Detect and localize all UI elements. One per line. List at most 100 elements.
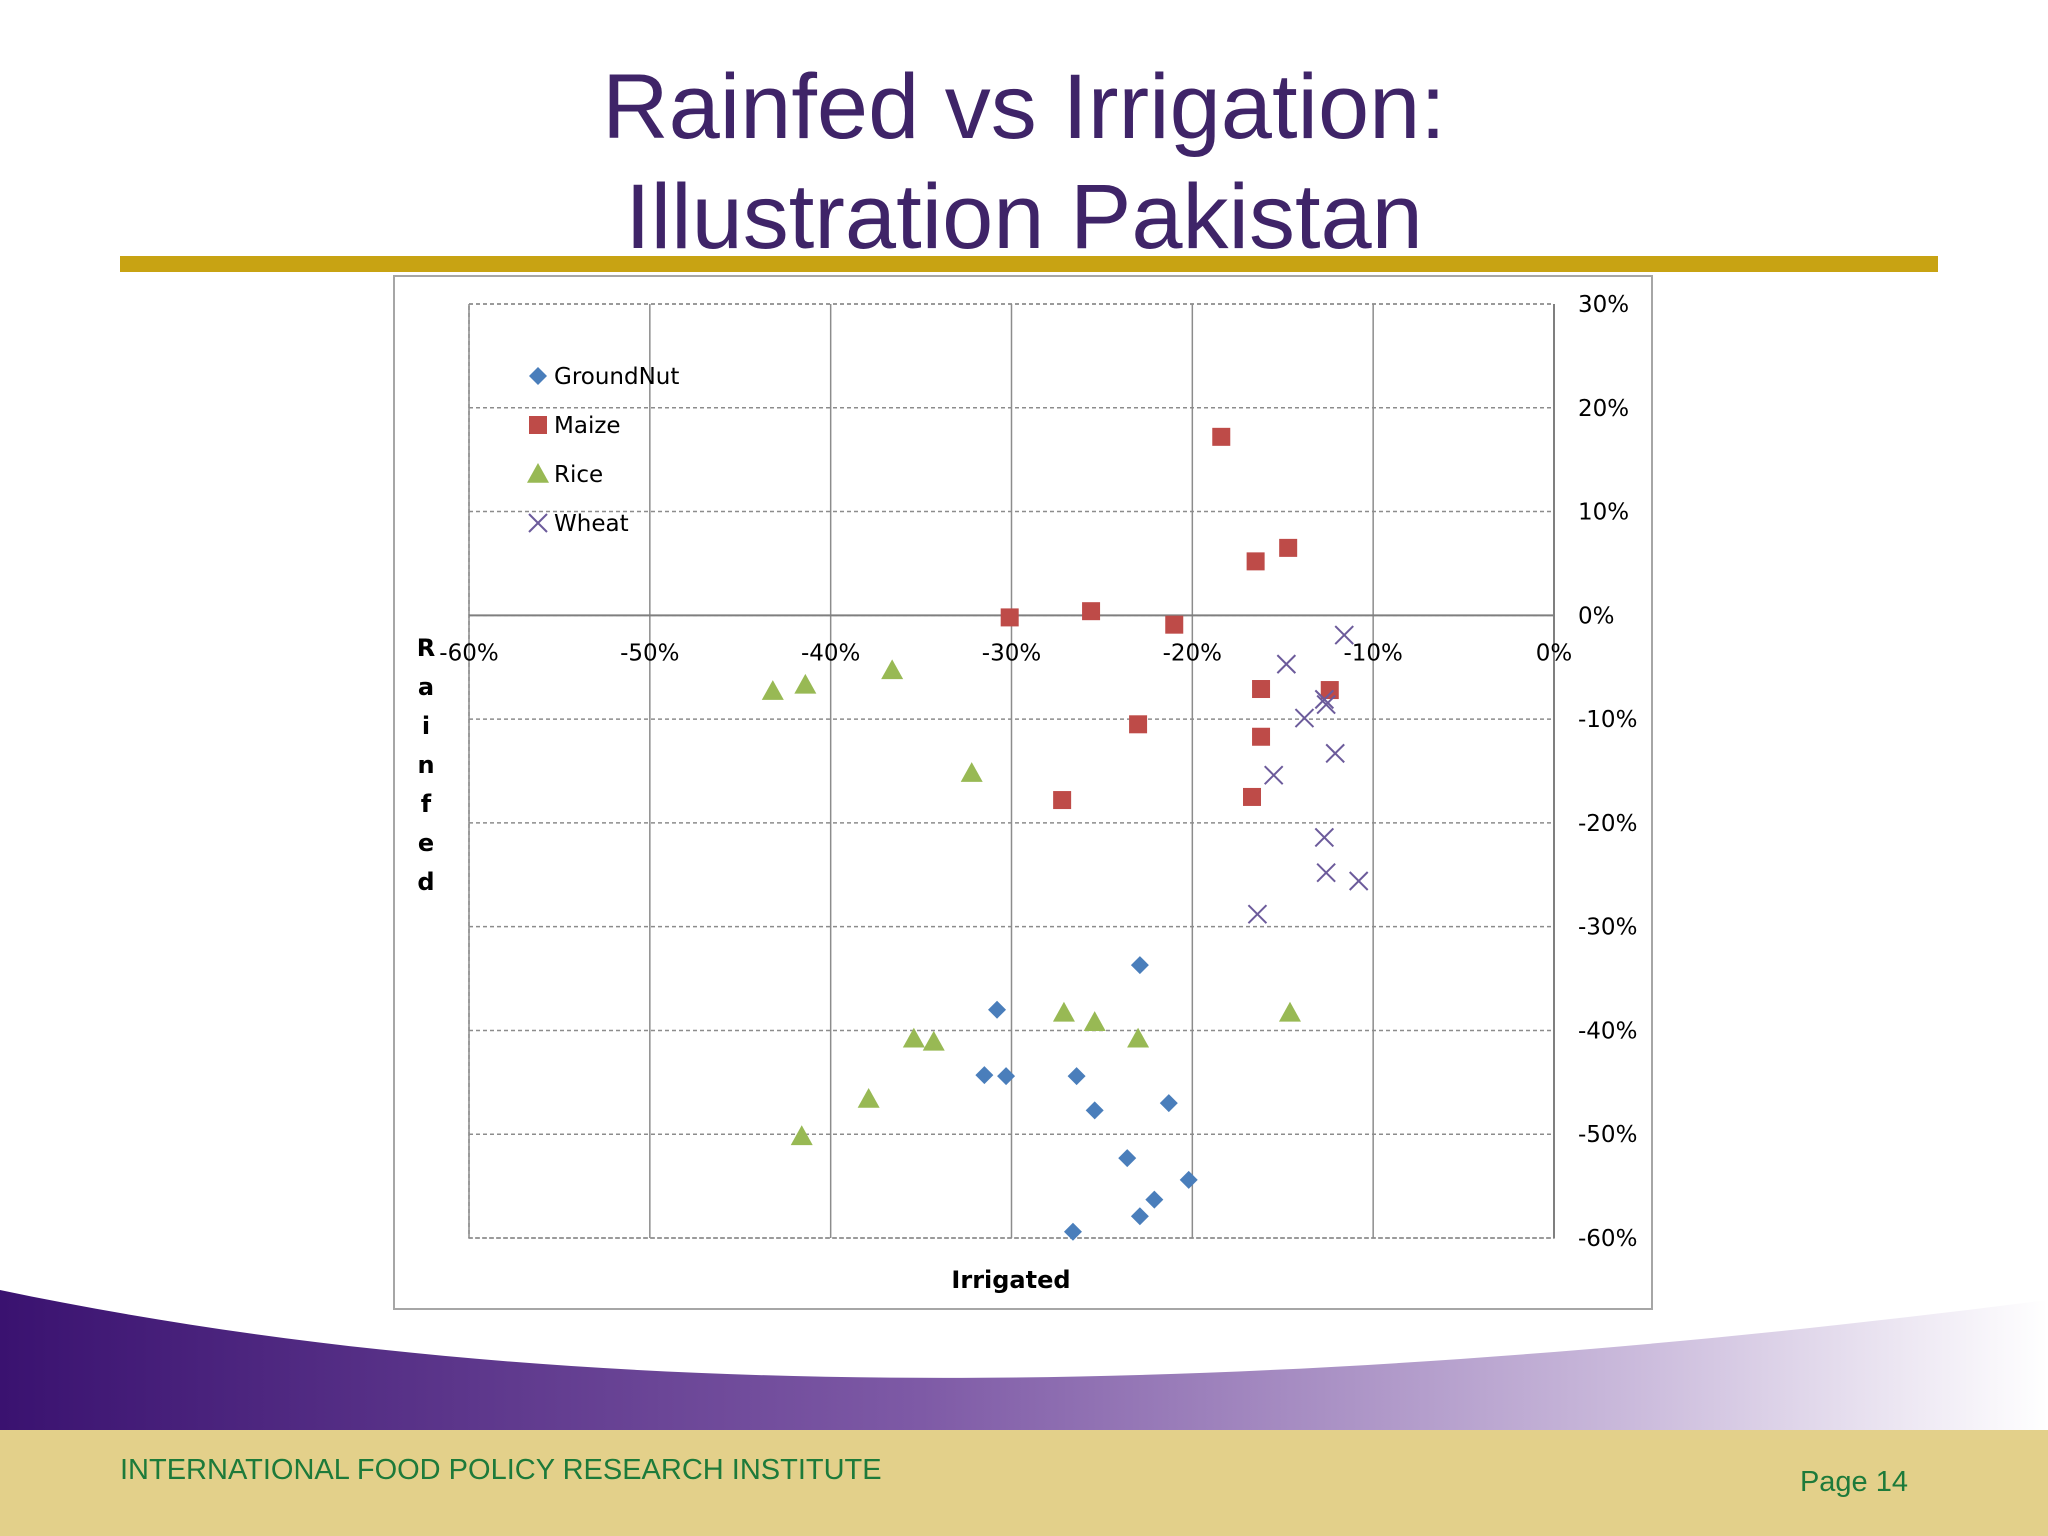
rice-point — [902, 1027, 925, 1048]
x-tick-label: -10% — [1343, 640, 1402, 666]
maize-point — [1252, 727, 1271, 746]
y-tick-label: -40% — [1578, 1018, 1637, 1044]
x-tick-label: -60% — [439, 640, 498, 666]
x-marker-stroke — [528, 513, 548, 533]
maize-point — [1000, 608, 1019, 627]
chart-frame — [393, 275, 1653, 1310]
y-axis-title-letter: e — [418, 829, 434, 857]
y-tick-label: -20% — [1578, 811, 1637, 837]
y-tick-label: -60% — [1578, 1226, 1637, 1252]
x-marker-stroke — [1348, 871, 1369, 891]
y-tick-label: 0% — [1578, 603, 1615, 629]
axis-labels: Irrigated R a i n f e d — [417, 634, 1071, 1294]
rice-point — [761, 680, 784, 700]
rice-point — [790, 1125, 813, 1146]
slide-title: Rainfed vs Irrigation: Illustration Paki… — [0, 52, 2048, 272]
wheat-point — [1348, 871, 1369, 891]
wheat-point — [1247, 904, 1268, 924]
maize-point — [1246, 552, 1265, 571]
y-tick-label: -30% — [1578, 915, 1637, 941]
x-marker-stroke — [1314, 689, 1335, 710]
wheat-point — [1314, 827, 1335, 848]
x-marker-stroke — [1264, 765, 1284, 785]
slide-title-line-2: Illustration Pakistan — [625, 166, 1423, 268]
groundnut-point — [988, 1000, 1007, 1019]
x-marker-stroke — [1276, 654, 1297, 674]
wheat-point — [1316, 862, 1336, 883]
legend-item-wheat: Wheat — [528, 511, 629, 537]
rice-point — [1278, 1001, 1301, 1022]
legend-marker-rice — [527, 463, 549, 483]
groundnut-point — [997, 1067, 1016, 1086]
legend-label-rice: Rice — [554, 462, 603, 488]
x-tick-label: 0% — [1536, 640, 1573, 666]
rice-point — [1052, 1001, 1075, 1022]
slide-title-line-1: Rainfed vs Irrigation: — [602, 56, 1446, 158]
y-axis-title-letter: d — [417, 868, 434, 896]
footer-organization: INTERNATIONAL FOOD POLICY RESEARCH INSTI… — [120, 1454, 882, 1486]
legend-label-wheat: Wheat — [554, 511, 629, 537]
groundnut-point — [1130, 1207, 1149, 1226]
legend-item-rice: Rice — [527, 462, 603, 488]
legend-item-groundnut: GroundNut — [529, 364, 679, 390]
maize-point — [1082, 602, 1101, 621]
x-marker-stroke — [1316, 694, 1336, 715]
wheat-point — [1314, 689, 1335, 710]
wheat-point — [1294, 708, 1315, 728]
maize-point — [1212, 427, 1231, 446]
maize-point — [1252, 680, 1271, 699]
maize-point — [1320, 681, 1339, 700]
x-axis-title: Irrigated — [951, 1266, 1070, 1294]
wheat-point — [1325, 743, 1345, 764]
title-divider — [120, 256, 1938, 272]
legend-marker-groundnut — [529, 367, 547, 385]
groundnut-point — [1130, 956, 1149, 975]
x-marker-stroke — [1294, 708, 1315, 728]
wheat-point — [1334, 625, 1354, 645]
rice-point — [881, 659, 904, 680]
y-tick-label: -10% — [1578, 707, 1637, 733]
groundnut-point — [1179, 1170, 1198, 1189]
legend-marker-maize — [529, 416, 547, 434]
legend-label-groundnut: GroundNut — [554, 364, 679, 390]
x-tick-label: -50% — [620, 640, 679, 666]
maize-point — [1165, 615, 1184, 634]
y-tick-label: 30% — [1578, 292, 1629, 318]
rice-point — [922, 1030, 945, 1051]
y-axis-title-letter: f — [421, 790, 432, 818]
y-axis-title-letter: n — [417, 751, 434, 779]
rice-point — [857, 1087, 880, 1108]
maize-point — [1129, 715, 1148, 734]
maize-point — [1053, 791, 1072, 810]
y-tick-label: 20% — [1578, 396, 1629, 422]
groundnut-point — [1118, 1149, 1137, 1168]
groundnut-point — [1067, 1067, 1086, 1086]
groundnut-point — [975, 1066, 994, 1085]
wheat-point — [1316, 694, 1336, 715]
y-tick-label: 10% — [1578, 500, 1629, 526]
legend-label-maize: Maize — [554, 413, 621, 439]
rice-point — [794, 673, 817, 694]
groundnut-point — [1085, 1101, 1104, 1120]
x-marker-stroke — [1334, 625, 1354, 645]
maize-point — [1243, 787, 1262, 806]
y-axis-title-letter: i — [422, 712, 430, 740]
legend-item-maize: Maize — [529, 413, 621, 439]
y-axis-title-letter: a — [418, 673, 434, 701]
x-marker-stroke — [1325, 743, 1345, 764]
groundnut-point — [1145, 1190, 1164, 1209]
legend-marker-wheat — [528, 513, 548, 533]
tick-labels: -60% -50% -40% -30% -20% -10% 0% 30% 20% 10% 0% -10… — [439, 292, 1637, 1252]
footer-band — [0, 1430, 2048, 1536]
y-axis-title-letter: R — [417, 634, 435, 662]
maize-point — [1279, 538, 1298, 557]
rice-point — [1127, 1027, 1150, 1048]
groundnut-point — [1063, 1222, 1082, 1241]
data-points — [761, 427, 1369, 1241]
x-tick-label: -20% — [1163, 640, 1222, 666]
x-marker-stroke — [1247, 904, 1268, 924]
x-tick-label: -30% — [982, 640, 1041, 666]
